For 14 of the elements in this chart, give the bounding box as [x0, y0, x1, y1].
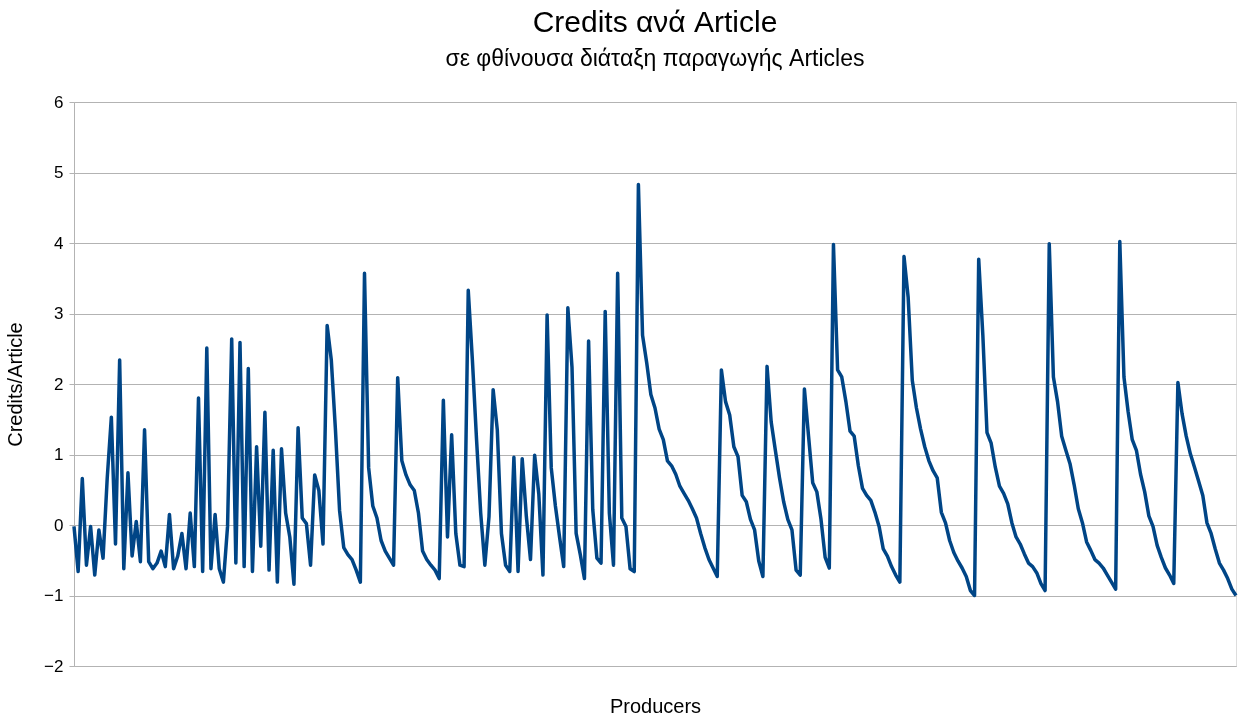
- y-tick-label: 2: [54, 374, 64, 394]
- y-tick-label: 1: [54, 445, 64, 464]
- line-series: [72, 182, 1238, 598]
- y-tick-label: −1: [44, 586, 64, 605]
- y-tick-label: 3: [54, 304, 64, 323]
- y-tick-label: 6: [54, 92, 64, 112]
- x-axis-title: Producers: [609, 694, 702, 717]
- y-tick-label: −2: [44, 656, 64, 676]
- y-tick-label: 5: [54, 163, 64, 182]
- y-axis-title: Credits/Article: [4, 322, 27, 447]
- y-tick-label: 4: [54, 233, 64, 253]
- chart-subtitle: σε φθίνουσα διάταξη παραγωγής Articles: [445, 45, 865, 71]
- y-tick-label: 0: [54, 515, 64, 535]
- chart-title: Credits ανά Article: [532, 5, 778, 38]
